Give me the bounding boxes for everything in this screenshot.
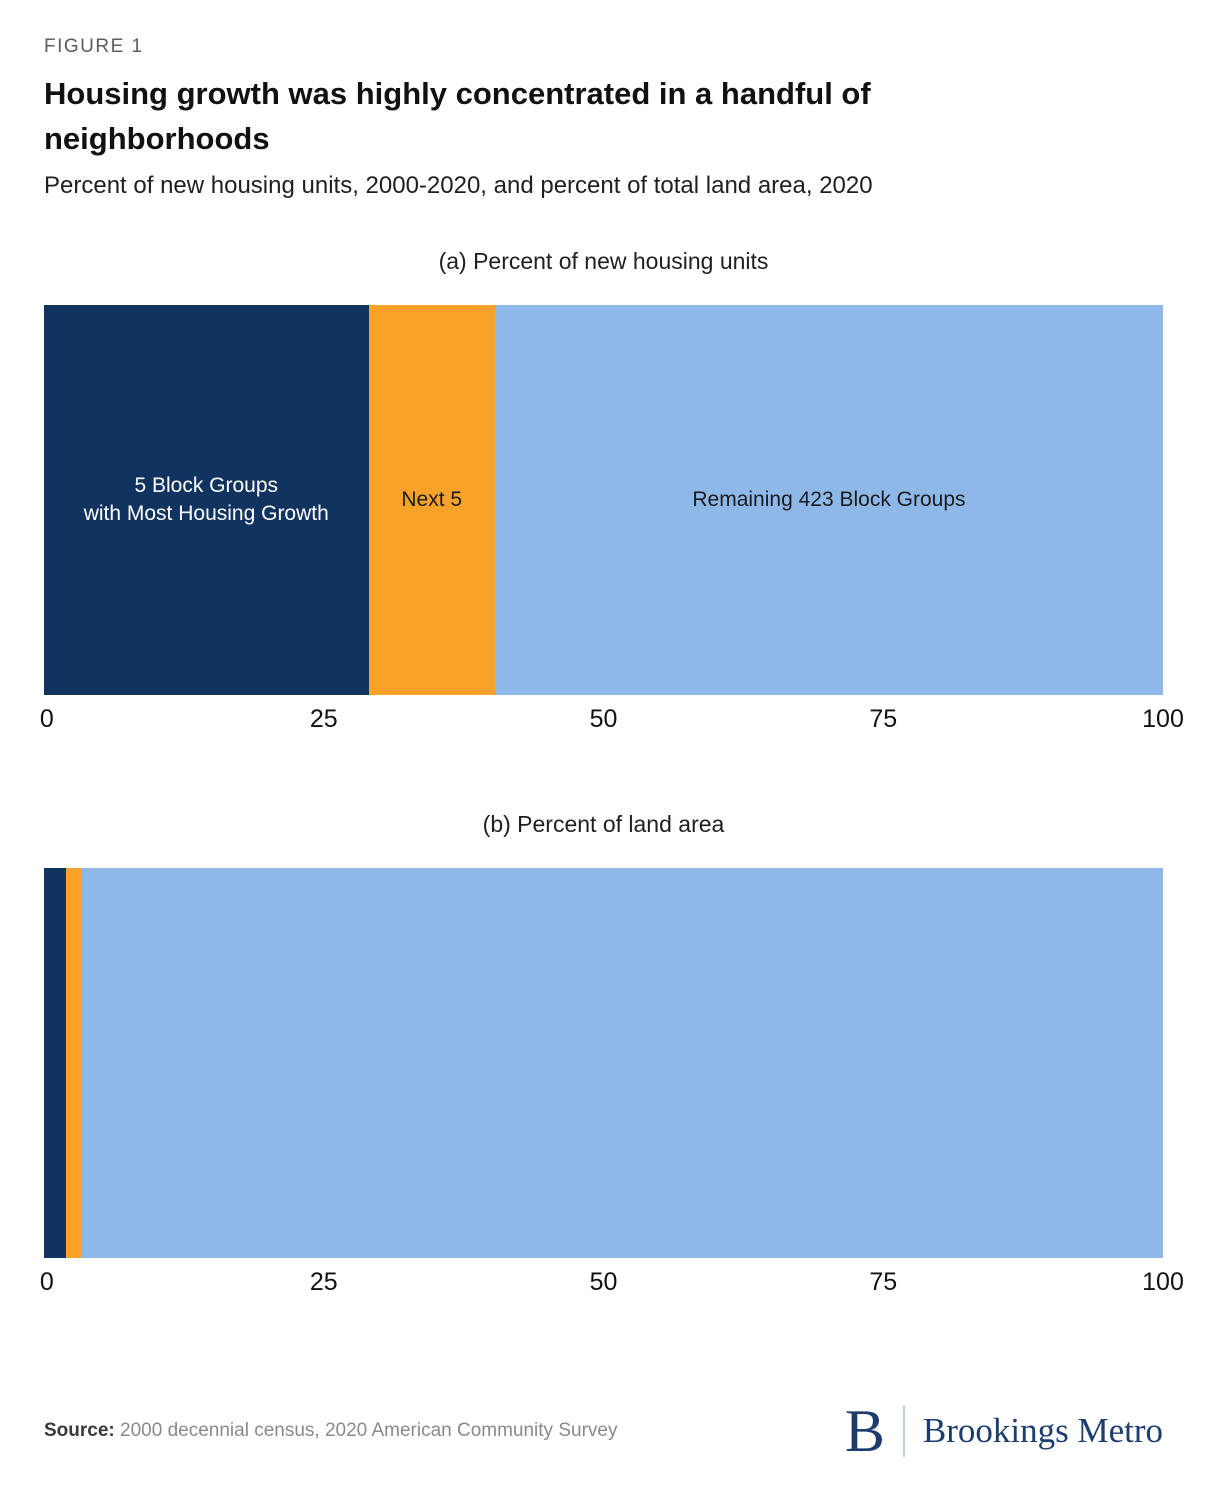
bar-segment-label: Next 5 [401,487,463,511]
stacked-bar [44,867,1163,1258]
axis-tick-label: 75 [869,1267,898,1296]
source-note: Source: 2000 decennial census, 2020 Amer… [44,1417,617,1445]
stacked-bar: 5 Block Groups with Most Housing Growth Ne… [44,304,1163,695]
figure-eyebrow: FIGURE 1 [44,36,144,57]
x-axis: 0 25 50 75 100 [40,1258,1184,1302]
axis-tick-label: 100 [1142,704,1184,733]
bar-segment-remaining-423-block-groups [80,867,1163,1258]
figure-footer: Source: 2000 decennial census, 2020 Amer… [44,1401,1163,1461]
axis-tick-label: 0 [39,1267,54,1296]
bar-segment-next-5 [66,867,81,1258]
bar-segment-next-5: Next 5 [368,304,495,695]
axis-tick-label: 75 [869,704,898,733]
panel-a-title: (a) Percent of new housing units [438,247,769,274]
axis-tick-label: 50 [589,1267,618,1296]
bar-segment-top-5-block-groups: 5 Block Groups with Most Housing Growth [44,304,369,695]
chart-panel-b: (b) Percent of land area 0 25 50 75 100 [40,810,1184,1302]
axis-tick-label: 50 [589,704,618,733]
figure-title: Housing growth was highly concentrated i… [44,76,871,156]
bar-segment-label: Remaining 423 Block Groups [692,487,966,511]
figure-subtitle: Percent of new housing units, 2000-2020,… [44,171,873,199]
axis-tick-label: 25 [309,704,338,733]
x-axis: 0 25 50 75 100 [40,695,1184,739]
axis-tick-label: 100 [1142,1267,1184,1296]
bar-segment-label: 5 Block Groups with Most Housing Growth [83,473,329,525]
logo-divider [902,1405,905,1457]
brookings-metro-logo: B Brookings Metro [845,1401,1163,1461]
logo-wordmark: Brookings Metro [922,1411,1163,1450]
panel-b-title: (b) Percent of land area [482,810,725,837]
bar-segment-remaining-423-block-groups: Remaining 423 Block Groups [494,304,1163,695]
axis-tick-label: 25 [309,1267,338,1296]
brookings-b-logo-icon: B [844,1398,885,1464]
chart-panel-a: (a) Percent of new housing units 5 Block… [40,247,1184,739]
source-text: 2000 decennial census, 2020 American Com… [120,1420,618,1442]
source-label: Source: [44,1420,115,1442]
bar-segment-top-5-block-groups [44,867,67,1258]
axis-tick-label: 0 [39,704,54,733]
